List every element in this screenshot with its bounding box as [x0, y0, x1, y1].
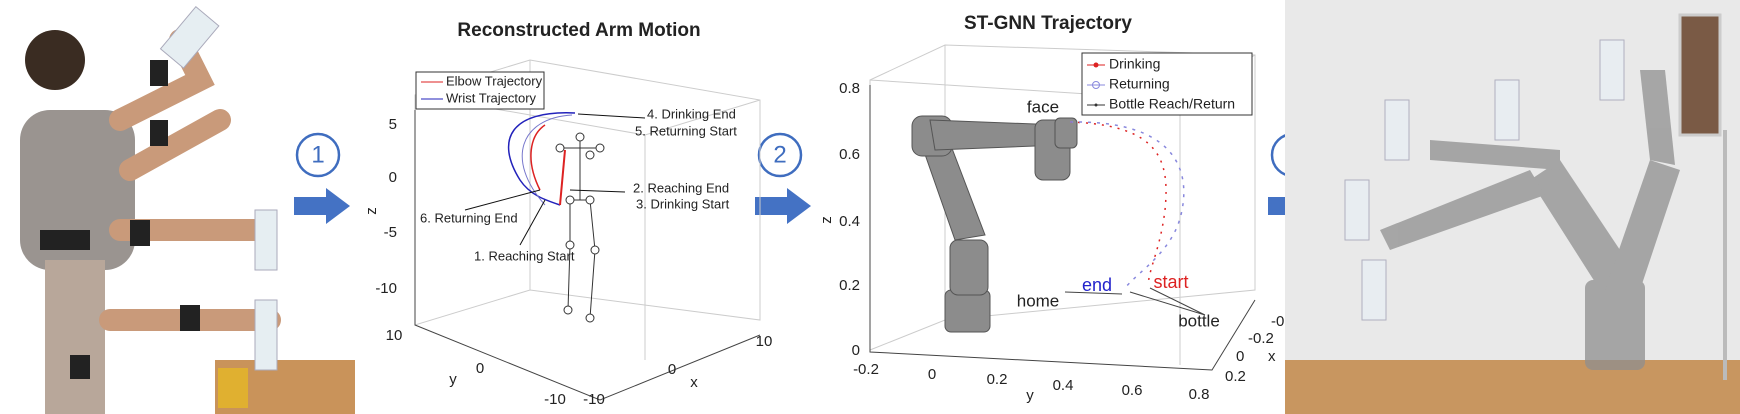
annotation: 1. Reaching Start: [474, 248, 575, 263]
y-tick: -10: [544, 391, 566, 408]
annotation: 6. Returning End: [420, 210, 518, 225]
z-tick: 0.6: [839, 146, 860, 163]
z-tick: -5: [384, 224, 397, 241]
panel-title: Reconstructed Arm Motion: [457, 20, 700, 41]
annotation: end: [1082, 275, 1112, 295]
z-tick: 0.4: [839, 213, 860, 230]
legend-label: Bottle Reach/Return: [1109, 96, 1235, 112]
annotation: 2. Reaching End: [633, 180, 729, 195]
annotation: face: [1027, 97, 1059, 116]
human-photo: [20, 5, 355, 414]
x-tick: -0.2: [1248, 330, 1274, 347]
panel-stgnn: ST-GNN Trajectory 0.8 0.6 0.4 0.2 0 z -0…: [818, 13, 1297, 404]
annotation: 3. Drinking Start: [636, 196, 730, 211]
legend-label: Elbow Trajectory: [446, 73, 543, 88]
y-tick: 10: [386, 327, 403, 344]
x-label: x: [1268, 348, 1276, 365]
x-tick: 0.2: [1225, 368, 1246, 385]
y-label: y: [449, 371, 457, 388]
y-tick: 0: [928, 366, 936, 383]
step-2: 2: [755, 132, 811, 224]
z-tick: 0.8: [839, 80, 860, 97]
y-tick: -0.2: [853, 361, 879, 378]
legend-label: Wrist Trajectory: [446, 90, 537, 105]
y-tick: 0.8: [1189, 386, 1210, 403]
y-tick: 0.6: [1122, 382, 1143, 399]
z-tick: 0: [852, 342, 860, 359]
annotation: bottle: [1178, 311, 1220, 330]
annotation: start: [1153, 272, 1188, 292]
annotation: home: [1017, 291, 1060, 310]
x-tick: -10: [583, 391, 605, 408]
x-tick: 0: [1236, 348, 1244, 365]
y-tick: 0: [476, 360, 484, 377]
annotation: 5. Returning Start: [635, 123, 737, 138]
panel-arm-motion: Reconstructed Arm Motion 5 0 -5 -10 z 10…: [363, 20, 772, 408]
z-tick: 0.2: [839, 277, 860, 294]
step-label: 1: [311, 141, 324, 168]
step-1: 1: [294, 132, 350, 224]
z-tick: 5: [389, 116, 397, 133]
y-label: y: [1026, 387, 1034, 404]
legend-label: Drinking: [1109, 56, 1160, 72]
y-tick: 0.4: [1053, 377, 1074, 394]
z-label: z: [363, 207, 380, 215]
x-label: x: [690, 374, 698, 391]
z-tick: -10: [375, 280, 397, 297]
z-label: z: [818, 216, 835, 224]
robot-photo: [1285, 0, 1740, 414]
annotation: 4. Drinking End: [647, 106, 736, 121]
x-tick: 10: [756, 333, 773, 350]
x-tick: 0: [668, 361, 676, 378]
step-label: 2: [773, 141, 786, 168]
y-tick: 0.2: [987, 371, 1008, 388]
legend-label: Returning: [1109, 76, 1170, 92]
z-tick: 0: [389, 169, 397, 186]
panel-title: ST-GNN Trajectory: [964, 13, 1132, 34]
